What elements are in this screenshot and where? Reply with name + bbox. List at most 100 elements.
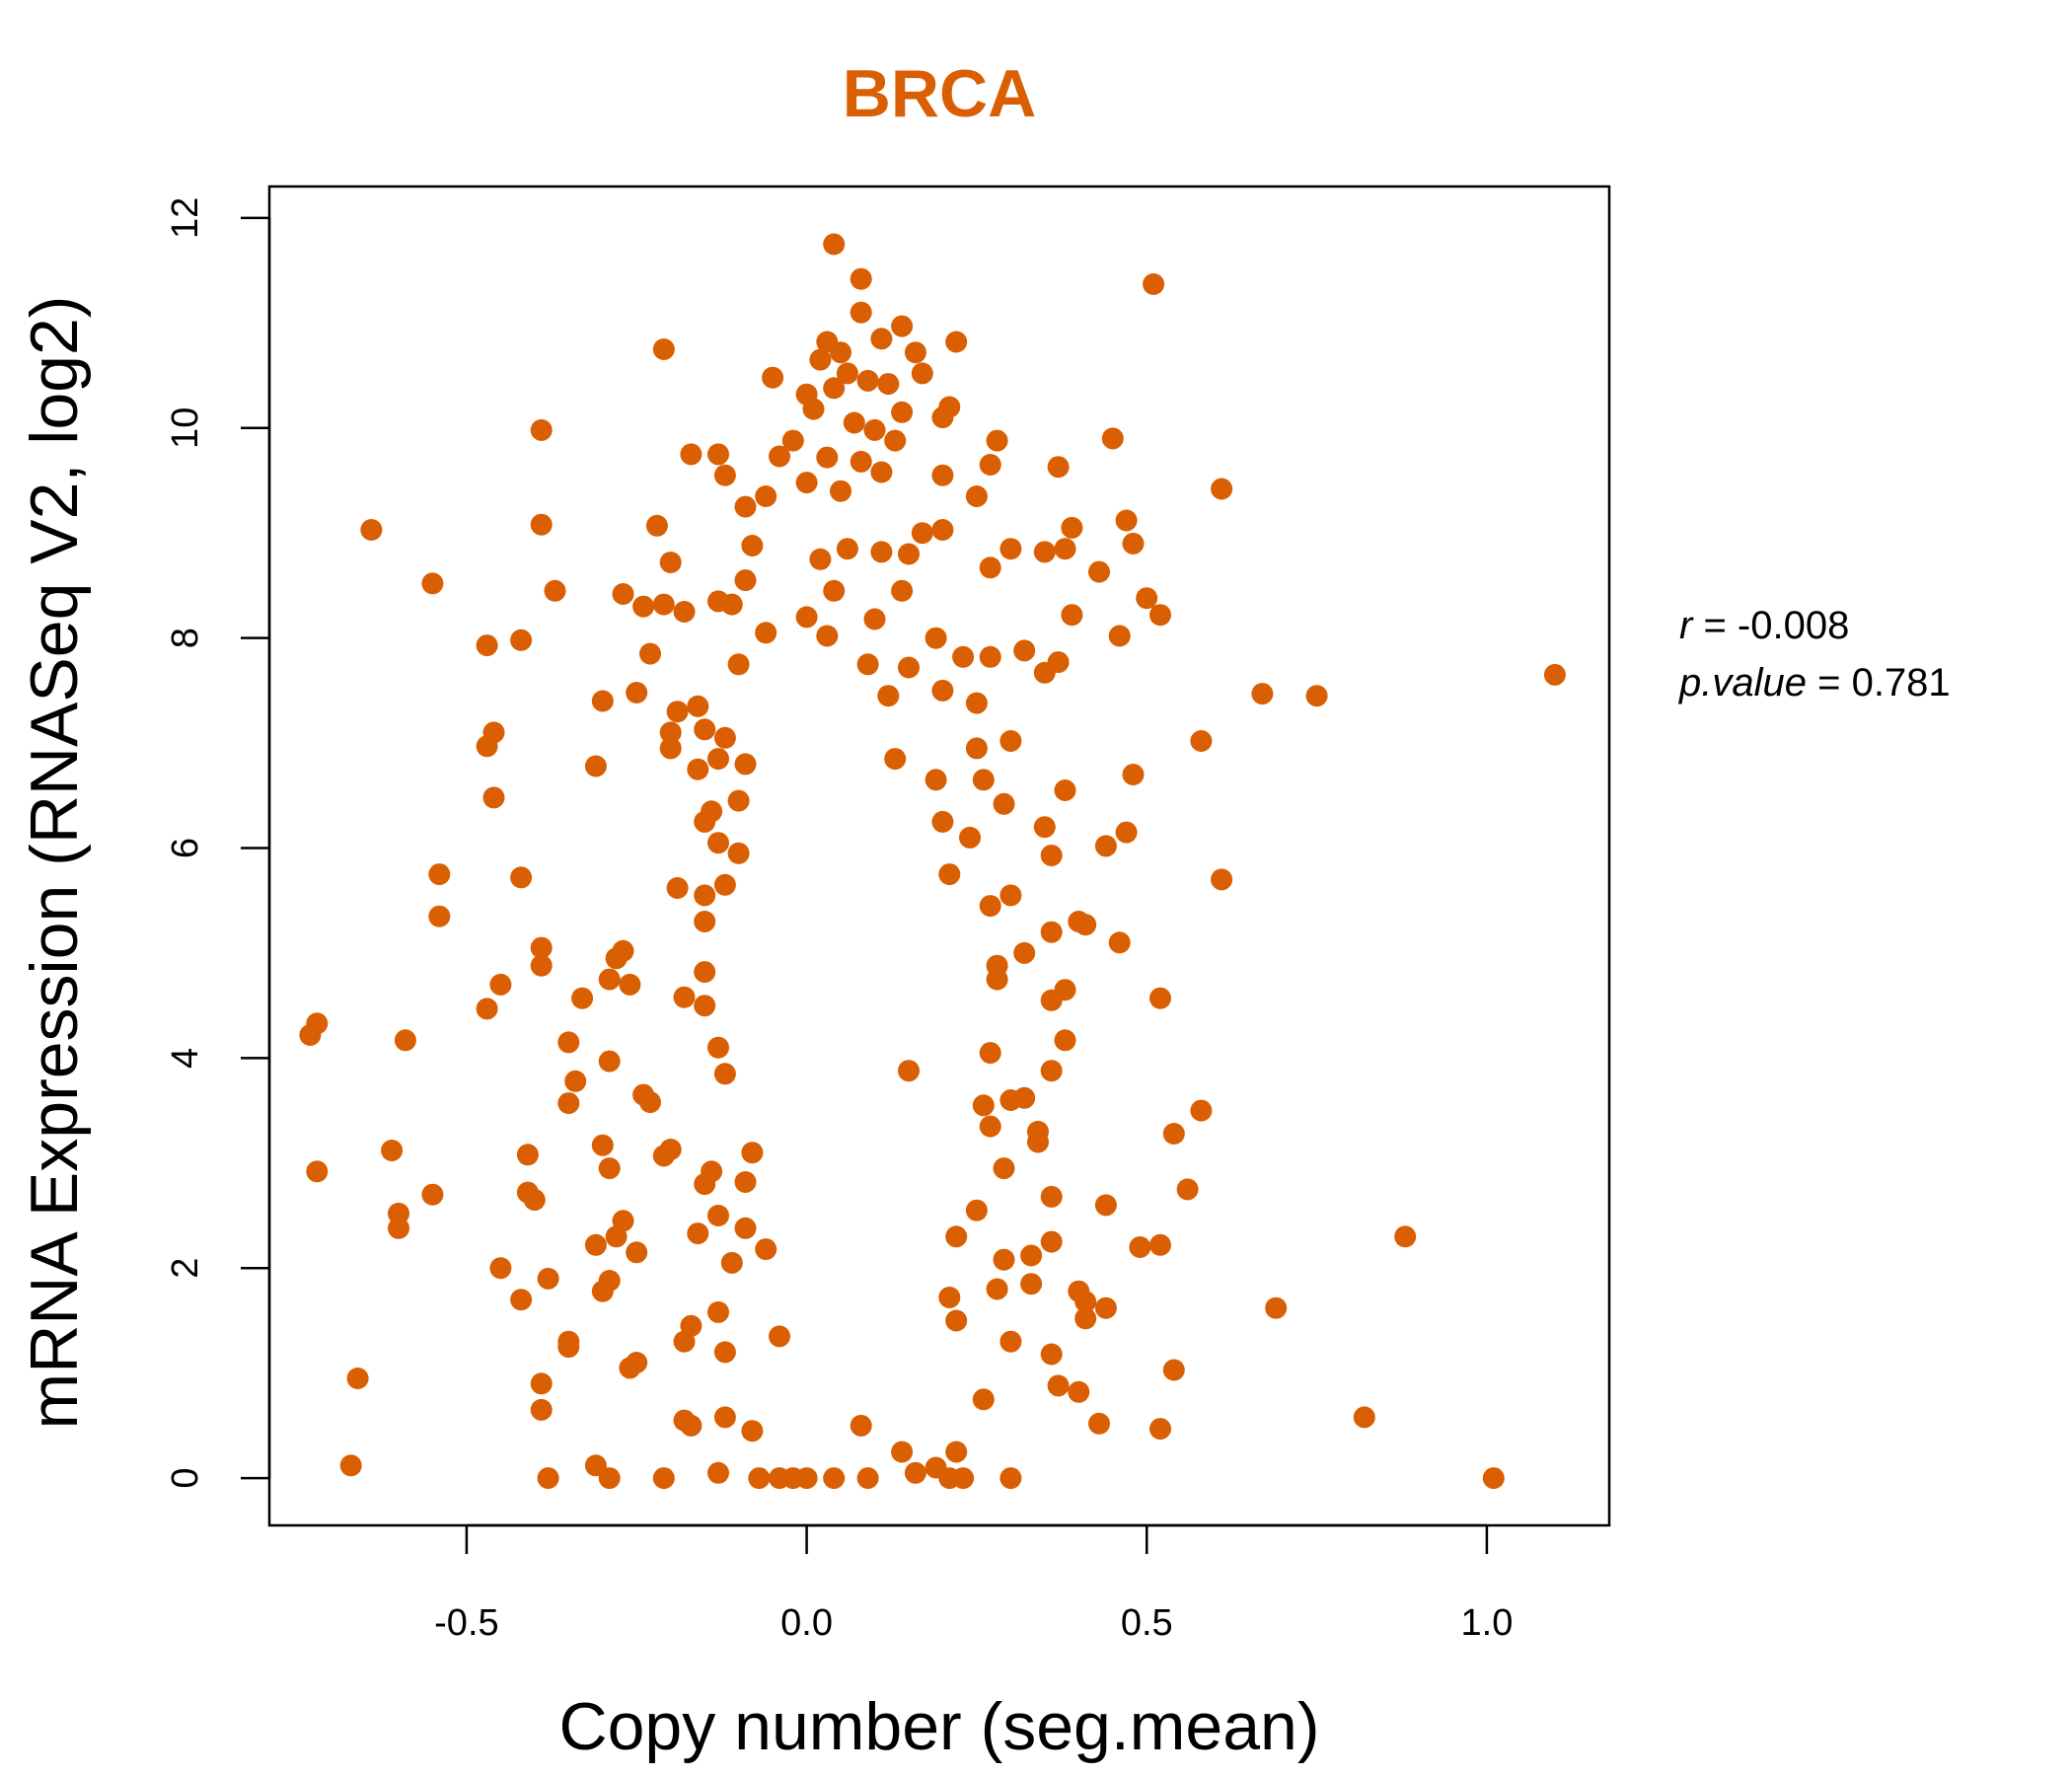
data-point — [720, 593, 743, 616]
data-point — [591, 690, 614, 712]
data-point — [727, 789, 750, 812]
data-point — [591, 1280, 614, 1302]
data-point — [993, 1157, 1015, 1180]
data-point — [659, 552, 682, 573]
data-point — [769, 445, 790, 468]
data-point — [1040, 989, 1063, 1011]
data-point — [645, 514, 668, 537]
data-point — [1020, 1273, 1043, 1295]
data-point — [687, 758, 709, 780]
data-point — [823, 233, 846, 256]
data-point — [537, 1467, 559, 1490]
data-point — [925, 769, 947, 791]
data-point — [360, 519, 383, 541]
data-point — [584, 1233, 607, 1256]
data-point — [626, 682, 648, 703]
data-point — [619, 973, 641, 996]
data-point — [713, 1063, 736, 1085]
data-point — [626, 1241, 648, 1264]
y-axis-title: mRNA Expression (RNASeq V2, log2) — [17, 296, 92, 1430]
data-point — [938, 863, 961, 886]
data-point — [762, 366, 784, 389]
data-point — [1074, 1291, 1097, 1313]
data-point — [530, 513, 553, 536]
data-point — [911, 522, 933, 545]
data-point — [979, 556, 1001, 579]
data-point — [823, 579, 846, 602]
data-point — [1088, 1412, 1110, 1435]
data-point — [1033, 661, 1056, 684]
data-point — [1040, 1185, 1063, 1208]
data-point — [999, 1330, 1022, 1353]
data-point — [591, 1134, 614, 1156]
data-point — [1013, 1086, 1036, 1109]
data-point — [421, 1183, 444, 1206]
data-point — [713, 464, 736, 486]
data-point — [979, 645, 1001, 668]
data-point — [945, 331, 968, 353]
data-point — [945, 1225, 968, 1248]
data-point — [666, 701, 689, 723]
data-point — [652, 1145, 675, 1167]
data-point — [1094, 835, 1117, 857]
data-point — [925, 627, 947, 649]
data-point — [748, 1467, 771, 1490]
data-point — [836, 538, 858, 560]
data-point — [898, 656, 920, 679]
data-point — [1061, 516, 1083, 539]
data-point — [891, 1441, 914, 1463]
data-point — [1162, 1123, 1185, 1145]
data-point — [986, 429, 1008, 452]
data-point — [720, 1251, 743, 1274]
data-point — [713, 873, 736, 896]
data-point — [999, 884, 1022, 907]
data-point — [795, 1467, 818, 1490]
y-axis: 0 2 4 6 8 10 12 — [165, 197, 271, 1489]
data-point — [1353, 1406, 1375, 1429]
data-point — [999, 1467, 1022, 1490]
data-point — [727, 653, 750, 676]
data-point — [1115, 821, 1138, 844]
data-point — [489, 1257, 512, 1280]
data-point — [713, 726, 736, 749]
data-point — [557, 1336, 580, 1359]
data-point — [510, 629, 533, 651]
data-point — [741, 1420, 764, 1443]
data-point — [734, 753, 757, 776]
data-point — [993, 1248, 1015, 1271]
data-point — [557, 1092, 580, 1115]
data-point — [1068, 1380, 1090, 1403]
data-point — [734, 569, 757, 592]
data-point — [938, 1287, 961, 1308]
data-point — [530, 1372, 553, 1395]
y-tick-label: 0 — [165, 1468, 206, 1489]
data-point — [856, 369, 879, 392]
data-point — [986, 1278, 1008, 1300]
data-point — [516, 1144, 539, 1166]
data-point — [1190, 730, 1213, 752]
data-point — [1136, 587, 1158, 610]
data-point — [1543, 663, 1566, 686]
data-point — [1040, 1343, 1063, 1366]
r-label: r — [1679, 604, 1694, 647]
data-point — [1394, 1225, 1417, 1248]
data-point — [809, 548, 832, 570]
data-point — [632, 595, 655, 618]
data-point — [659, 737, 682, 760]
data-point — [816, 625, 839, 647]
data-point — [523, 1189, 546, 1212]
x-axis-title: Copy number (seg.mean) — [558, 1689, 1319, 1764]
data-point — [931, 519, 954, 541]
data-point — [1040, 1230, 1063, 1253]
data-point — [652, 338, 675, 360]
data-point — [999, 730, 1022, 752]
data-point — [673, 1330, 696, 1353]
data-point — [931, 464, 954, 486]
data-point — [1190, 1099, 1213, 1122]
data-point — [707, 1300, 729, 1323]
data-point — [1115, 509, 1138, 532]
data-point — [694, 1173, 716, 1196]
data-point — [652, 593, 675, 616]
data-point — [972, 1388, 995, 1411]
data-point — [891, 579, 914, 602]
